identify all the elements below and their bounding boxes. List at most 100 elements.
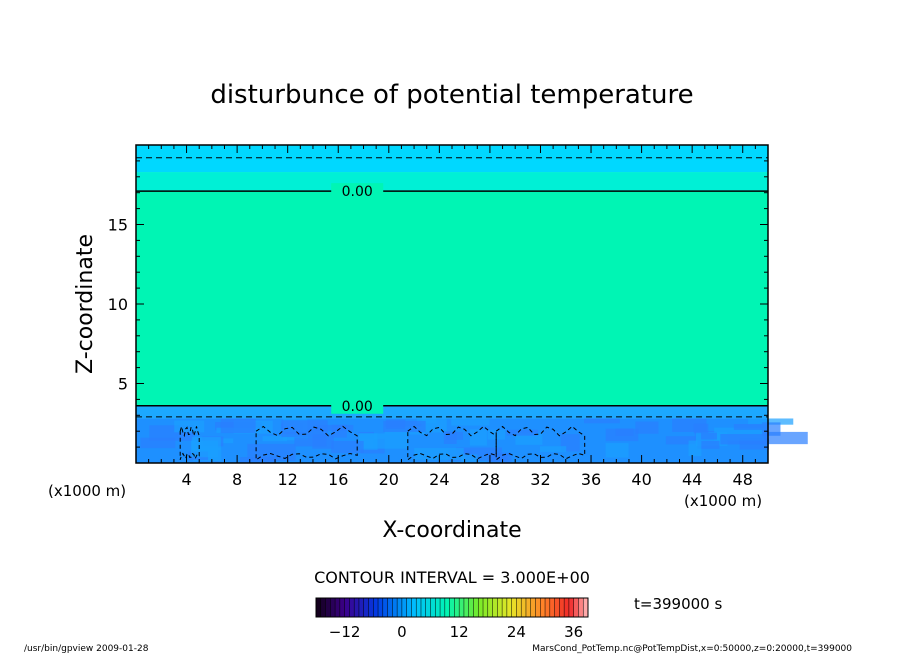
contour-dashed-loop bbox=[179, 424, 200, 461]
x-tick-label: 4 bbox=[181, 470, 191, 489]
colorbar-segment bbox=[411, 598, 417, 617]
x-tick-label: 20 bbox=[379, 470, 399, 489]
field-patch bbox=[688, 440, 702, 457]
field-patch bbox=[140, 437, 176, 449]
x-tick-label: 48 bbox=[733, 470, 753, 489]
colorbar-segment bbox=[354, 598, 360, 617]
colorbar-segment bbox=[492, 598, 498, 617]
colorbar-segment bbox=[325, 598, 331, 617]
colorbar-segment bbox=[545, 598, 551, 617]
field-band bbox=[136, 145, 768, 173]
field-patch bbox=[584, 418, 620, 424]
x-tick-label: 44 bbox=[682, 470, 702, 489]
field-patch bbox=[665, 436, 696, 445]
field-patch bbox=[469, 429, 487, 446]
colorbar-segment bbox=[540, 598, 546, 617]
contour-labels: 0.00 0.00 bbox=[331, 183, 384, 415]
field-patch bbox=[461, 454, 489, 462]
colorbar-segment bbox=[530, 598, 536, 617]
colorbar-segment bbox=[320, 598, 326, 617]
chart-title: disturbunce of potential temperature bbox=[210, 80, 693, 110]
colorbar-tick-label: 0 bbox=[397, 623, 407, 641]
colorbar-segment bbox=[449, 598, 455, 617]
colorbar-tick-label: 12 bbox=[450, 623, 469, 641]
colorbar-segment bbox=[502, 598, 508, 617]
colorbar-segment bbox=[373, 598, 379, 617]
contour-lines bbox=[136, 157, 768, 461]
footer-right: MarsCond_PotTemp.nc@PotTempDist,x=0:5000… bbox=[532, 644, 852, 654]
field-noise bbox=[140, 418, 808, 463]
colorbar-segment bbox=[535, 598, 541, 617]
x-axis-ticks: 4 8 12 16 20 24 28 32 36 40 44 48 bbox=[135, 145, 769, 489]
colorbar-segment bbox=[344, 598, 350, 617]
colorbar-segment bbox=[554, 598, 560, 617]
field-patch bbox=[477, 454, 508, 461]
field-patch bbox=[635, 421, 659, 434]
colorbar-segment bbox=[478, 598, 484, 617]
field-patch bbox=[294, 437, 327, 447]
contour-interval-text: CONTOUR INTERVAL = 3.000E+00 bbox=[314, 568, 590, 587]
colorbar-segment bbox=[444, 598, 450, 617]
field-patch bbox=[539, 446, 567, 452]
time-label: t=399000 s bbox=[634, 595, 722, 613]
field-patch bbox=[720, 434, 766, 445]
field-patch bbox=[421, 418, 447, 433]
colorbar bbox=[315, 597, 589, 618]
field-patch bbox=[515, 433, 543, 445]
field-patch bbox=[312, 434, 334, 449]
colorbar-segment bbox=[363, 598, 369, 617]
colorbar-segment bbox=[435, 598, 441, 617]
field-patch bbox=[506, 429, 538, 436]
colorbar-tick-label: −12 bbox=[329, 623, 361, 641]
colorbar-segment bbox=[349, 598, 355, 617]
field-patch bbox=[358, 433, 409, 449]
colorbar-segment bbox=[549, 598, 555, 617]
colorbar-segment bbox=[573, 598, 579, 617]
colorbar-segment bbox=[487, 598, 493, 617]
colorbar-segment bbox=[401, 598, 407, 617]
field-bands bbox=[136, 145, 768, 463]
field-patch bbox=[174, 420, 205, 433]
colorbar-segment bbox=[583, 598, 589, 617]
colorbar-segment bbox=[440, 598, 446, 617]
x-tick-label: 16 bbox=[328, 470, 348, 489]
field-patch bbox=[697, 440, 720, 449]
field-patch bbox=[331, 440, 364, 453]
colorbar-segment bbox=[511, 598, 517, 617]
colorbar-segment bbox=[578, 598, 584, 617]
field-patch bbox=[443, 431, 457, 445]
x-tick-label: 28 bbox=[480, 470, 500, 489]
colorbar-segment bbox=[420, 598, 427, 617]
colorbar-segment bbox=[330, 598, 336, 617]
colorbar-segment bbox=[397, 598, 403, 617]
colorbar-segment bbox=[425, 598, 431, 617]
colorbar-segment bbox=[473, 598, 479, 617]
y-axis-label: Z-coordinate bbox=[73, 234, 98, 374]
field-patch bbox=[220, 418, 256, 434]
colorbar-segment bbox=[521, 598, 527, 617]
y-tick-label: 15 bbox=[108, 216, 128, 235]
contour-label: 0.00 bbox=[342, 399, 373, 415]
colorbar-segment bbox=[368, 598, 374, 617]
colorbar-ticks: −12 0 12 24 36 bbox=[329, 623, 583, 641]
field-patch bbox=[733, 423, 763, 430]
field-patch bbox=[701, 432, 717, 440]
colorbar-segment bbox=[430, 598, 436, 617]
field-patch bbox=[262, 436, 288, 442]
colorbar-segment bbox=[358, 598, 365, 617]
x-axis-label: X-coordinate bbox=[382, 518, 521, 543]
field-patch bbox=[672, 418, 707, 432]
field-patch bbox=[605, 428, 639, 442]
colorbar-segment bbox=[454, 598, 460, 617]
field-band bbox=[136, 405, 768, 419]
field-patch bbox=[240, 457, 277, 463]
colorbar-segment bbox=[525, 598, 532, 617]
colorbar-segment bbox=[559, 598, 565, 617]
x-tick-label: 24 bbox=[429, 470, 449, 489]
x-tick-label: 40 bbox=[631, 470, 651, 489]
field-patch bbox=[748, 418, 794, 425]
field-patch bbox=[331, 424, 347, 438]
field-patch bbox=[761, 422, 781, 436]
colorbar-frame bbox=[315, 597, 589, 618]
